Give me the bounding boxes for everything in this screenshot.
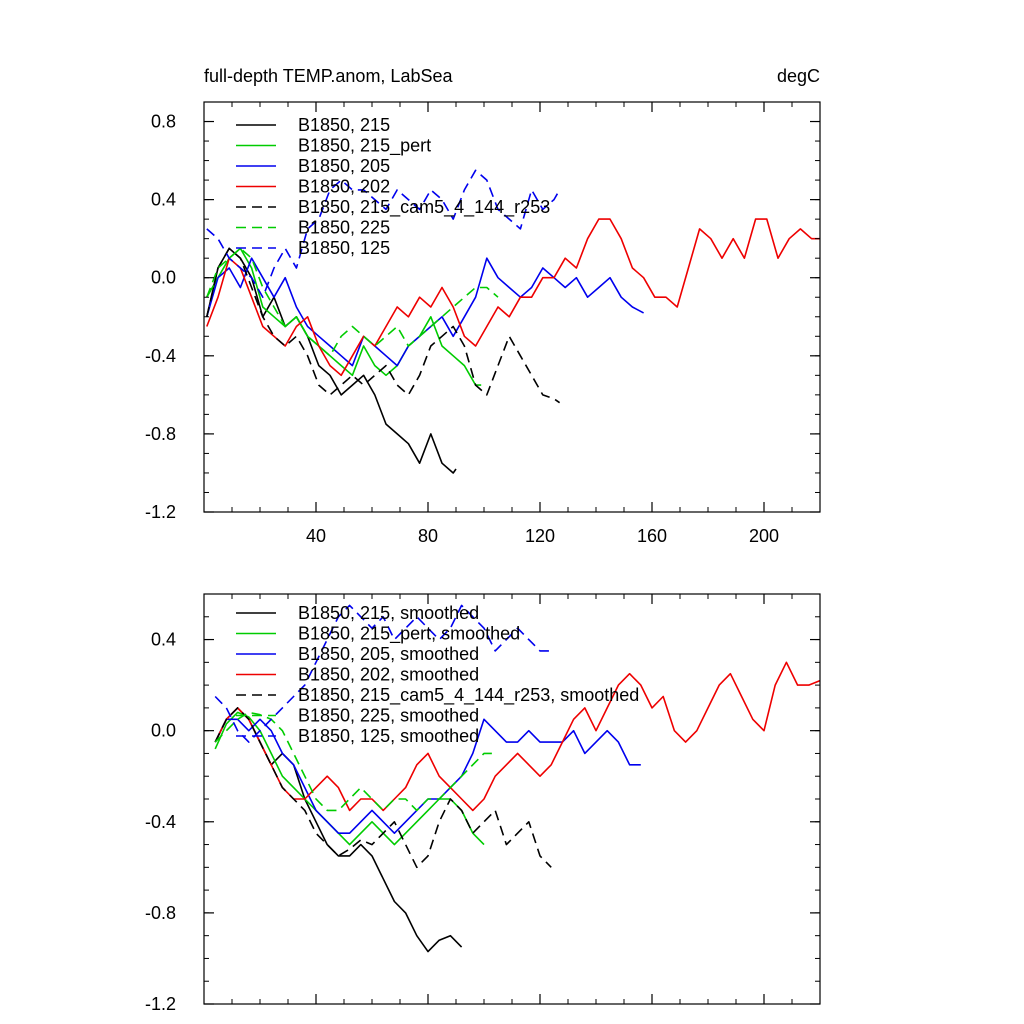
legend-label: B1850, 202 — [298, 177, 390, 197]
series-line-7 — [214, 604, 552, 743]
y-tick-label: -0.8 — [145, 903, 176, 923]
series-lines — [214, 604, 820, 953]
x-tick-label: 160 — [637, 526, 667, 546]
upper-panel: -1.2 -0.8 -0.4 0.0 0.4 0.8 40 80 120 160 200 B1850,… — [145, 101, 821, 546]
series-lines — [206, 169, 820, 474]
legend-label: B1850, 215_cam5_4_144_r253 — [298, 197, 550, 218]
chart-title-left: full-depth TEMP.anom, LabSea — [204, 66, 453, 86]
legend-label: B1850, 215, smoothed — [298, 603, 479, 623]
y-tick-label: 0.0 — [151, 268, 176, 288]
series-line-5 — [214, 707, 552, 869]
series-line-7 — [206, 169, 561, 298]
x-tick-label: 120 — [525, 526, 555, 546]
legend-label: B1850, 125 — [298, 238, 390, 258]
y-tick-label: -1.2 — [145, 994, 176, 1014]
legend-label: B1850, 215_pert, smoothed — [298, 624, 520, 645]
series-line-1 — [206, 247, 457, 474]
y-tick-label: -1.2 — [145, 502, 176, 522]
legend-label: B1850, 215_pert — [298, 136, 431, 157]
series-line-2 — [206, 247, 482, 386]
chart-title-right: degC — [777, 66, 820, 86]
legend-label: B1850, 125, smoothed — [298, 726, 479, 746]
y-tick-label: 0.0 — [151, 721, 176, 741]
y-tick-label: -0.8 — [145, 424, 176, 444]
series-line-6 — [206, 247, 499, 357]
x-tick-label: 80 — [418, 526, 438, 546]
legend-label: B1850, 215 — [298, 115, 390, 135]
y-tick-label: 0.4 — [151, 630, 176, 650]
y-tick-label: 0.8 — [151, 112, 176, 132]
legend-label: B1850, 225, smoothed — [298, 706, 479, 726]
legend-label: B1850, 205 — [298, 156, 390, 176]
series-line-4 — [214, 661, 820, 812]
series-line-6 — [214, 711, 496, 812]
y-tick-label: -0.4 — [145, 346, 176, 366]
x-tick-label: 200 — [749, 526, 779, 546]
series-line-4 — [206, 218, 820, 377]
legend-label: B1850, 225 — [298, 218, 390, 238]
legend-label: B1850, 215_cam5_4_144_r253, smoothed — [298, 685, 639, 706]
legend-label: B1850, 205, smoothed — [298, 644, 479, 664]
legend-label: B1850, 202, smoothed — [298, 665, 479, 685]
y-tick-label: 0.4 — [151, 190, 176, 210]
y-tick-label: -0.4 — [145, 812, 176, 832]
x-tick-label: 40 — [306, 526, 326, 546]
series-line-5 — [206, 247, 561, 404]
